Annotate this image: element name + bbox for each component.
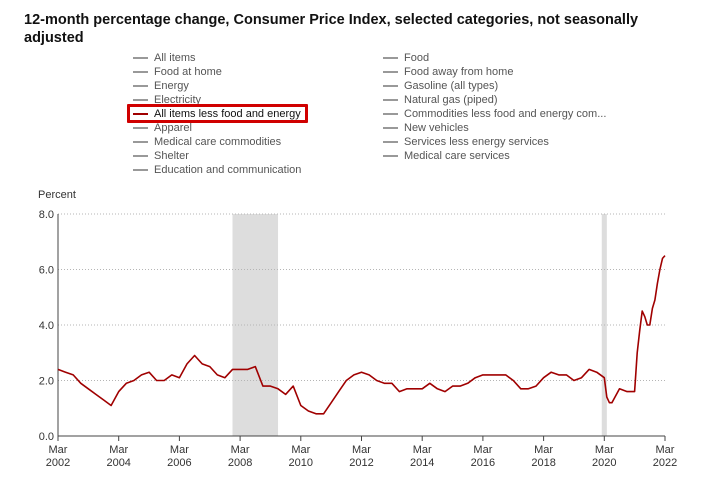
x-tick-month: Mar bbox=[109, 444, 128, 456]
legend-label: Medical care commodities bbox=[154, 136, 282, 148]
legend-swatch bbox=[133, 141, 148, 143]
legend-item[interactable]: Shelter bbox=[133, 149, 189, 163]
legend-label: Education and communication bbox=[154, 164, 302, 176]
x-tick-month: Mar bbox=[49, 444, 68, 456]
x-tick-year: 2010 bbox=[289, 457, 313, 469]
legend-swatch bbox=[133, 99, 148, 101]
legend-label: Shelter bbox=[154, 150, 189, 162]
legend-swatch bbox=[133, 57, 148, 59]
legend-label: Electricity bbox=[154, 94, 202, 106]
x-tick-year: 2004 bbox=[106, 457, 130, 469]
x-tick-year: 2008 bbox=[228, 457, 252, 469]
legend-swatch bbox=[383, 71, 398, 73]
legend-item[interactable]: Education and communication bbox=[133, 163, 301, 177]
legend-label: Food bbox=[404, 52, 430, 64]
x-tick-month: Mar bbox=[352, 444, 371, 456]
legend-label: Services less energy services bbox=[404, 136, 549, 148]
legend-swatch bbox=[383, 57, 398, 59]
x-tick-year: 2020 bbox=[592, 457, 616, 469]
y-axis-label: Percent bbox=[38, 189, 76, 201]
y-tick-label: 0.0 bbox=[39, 431, 54, 443]
legend-label: Medical care services bbox=[404, 150, 510, 162]
x-tick-year: 2016 bbox=[471, 457, 495, 469]
legend-swatch bbox=[133, 169, 148, 171]
legend-item[interactable]: Energy bbox=[133, 79, 189, 93]
legend-swatch bbox=[133, 85, 148, 87]
legend-highlight-box bbox=[127, 104, 308, 123]
x-tick-month: Mar bbox=[595, 444, 614, 456]
legend-label: Natural gas (piped) bbox=[404, 94, 498, 106]
legend-item[interactable]: All items less food and energy bbox=[133, 107, 301, 121]
legend-item[interactable]: Electricity bbox=[133, 93, 201, 107]
legend-item[interactable]: Services less energy services bbox=[383, 135, 549, 149]
legend-swatch bbox=[383, 155, 398, 157]
legend-item[interactable]: Commodities less food and energy com... bbox=[383, 107, 606, 121]
y-tick-label: 4.0 bbox=[39, 320, 54, 332]
legend-item[interactable]: Food bbox=[383, 51, 429, 65]
x-tick-year: 2012 bbox=[349, 457, 373, 469]
legend-item[interactable]: Gasoline (all types) bbox=[383, 79, 498, 93]
legend-label: Food at home bbox=[154, 66, 222, 78]
legend-label: Gasoline (all types) bbox=[404, 80, 499, 92]
legend-swatch bbox=[133, 127, 148, 129]
legend-label: All items less food and energy bbox=[154, 108, 301, 120]
legend-swatch bbox=[383, 141, 398, 143]
chart-title: 12-month percentage change, Consumer Pri… bbox=[24, 12, 639, 46]
x-tick-year: 2018 bbox=[531, 457, 555, 469]
legend-item[interactable]: Food away from home bbox=[383, 65, 513, 79]
y-tick-label: 2.0 bbox=[39, 376, 54, 388]
x-tick-month: Mar bbox=[170, 444, 189, 456]
legend-label: All items bbox=[154, 52, 196, 64]
series-line bbox=[57, 255, 666, 415]
legend-swatch bbox=[383, 113, 398, 115]
legend-label: Apparel bbox=[154, 122, 192, 134]
y-tick-label: 6.0 bbox=[39, 265, 54, 277]
legend-item[interactable]: Natural gas (piped) bbox=[383, 93, 498, 107]
legend-swatch bbox=[383, 127, 398, 129]
legend-swatch bbox=[133, 155, 148, 157]
legend-swatch bbox=[133, 113, 148, 115]
legend-item[interactable]: All items bbox=[133, 51, 196, 65]
x-tick-month: Mar bbox=[656, 444, 675, 456]
legend-item[interactable]: Medical care services bbox=[383, 149, 510, 163]
x-tick-month: Mar bbox=[413, 444, 432, 456]
x-tick-year: 2022 bbox=[653, 457, 677, 469]
legend-item[interactable]: Apparel bbox=[133, 121, 192, 135]
legend: All items Food at home Energy Electricity Al… bbox=[0, 50, 708, 180]
recession-band bbox=[232, 214, 279, 436]
x-tick-month: Mar bbox=[534, 444, 553, 456]
x-tick-year: 2002 bbox=[46, 457, 70, 469]
legend-swatch bbox=[383, 99, 398, 101]
legend-item[interactable]: Food at home bbox=[133, 65, 222, 79]
legend-label: New vehicles bbox=[404, 122, 469, 134]
legend-swatch bbox=[133, 71, 148, 73]
x-tick-year: 2006 bbox=[167, 457, 191, 469]
x-tick-month: Mar bbox=[231, 444, 250, 456]
x-tick-month: Mar bbox=[291, 444, 310, 456]
legend-label: Food away from home bbox=[404, 66, 514, 78]
legend-label: Energy bbox=[154, 80, 189, 92]
x-tick-month: Mar bbox=[473, 444, 492, 456]
legend-item[interactable]: Medical care commodities bbox=[133, 135, 281, 149]
y-tick-label: 8.0 bbox=[39, 209, 54, 221]
x-tick-year: 2014 bbox=[410, 457, 434, 469]
legend-swatch bbox=[383, 85, 398, 87]
legend-label: Commodities less food and energy com... bbox=[404, 108, 607, 120]
legend-item[interactable]: New vehicles bbox=[383, 121, 469, 135]
